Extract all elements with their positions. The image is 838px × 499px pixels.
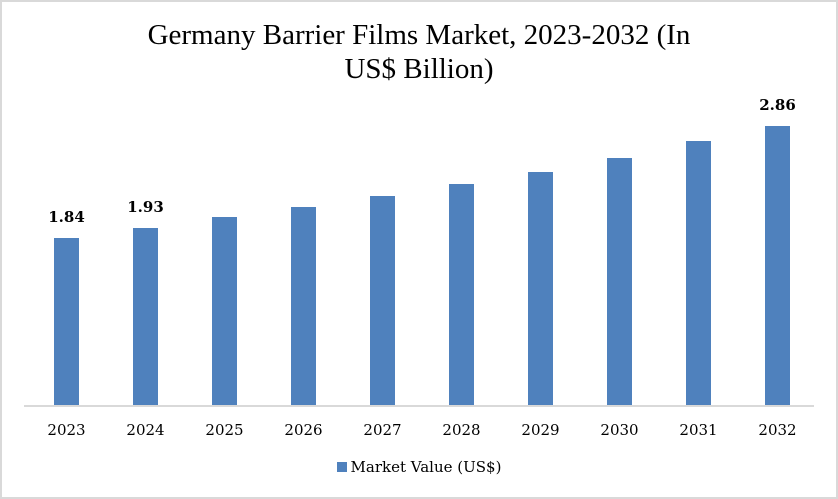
x-tick-2027: 2027 bbox=[363, 421, 402, 439]
x-tick-2028: 2028 bbox=[442, 421, 481, 439]
chart-title-line-2: US$ Billion) bbox=[344, 53, 494, 85]
x-tick-2023: 2023 bbox=[47, 421, 86, 439]
chart-title: Germany Barrier Films Market, 2023-2032 … bbox=[0, 18, 838, 86]
bar-2028 bbox=[449, 184, 474, 405]
legend: Market Value (US$) bbox=[0, 458, 838, 476]
bar-2027 bbox=[370, 196, 395, 405]
bar-2032 bbox=[765, 126, 790, 405]
bar-2023 bbox=[54, 238, 79, 405]
x-tick-2026: 2026 bbox=[284, 421, 323, 439]
legend-swatch bbox=[336, 462, 347, 472]
x-tick-2032: 2032 bbox=[758, 421, 797, 439]
x-tick-2031: 2031 bbox=[679, 421, 718, 439]
bar-2030 bbox=[607, 158, 632, 405]
bar-2031 bbox=[686, 141, 711, 405]
bar-2024 bbox=[133, 228, 158, 405]
x-tick-2025: 2025 bbox=[205, 421, 244, 439]
bar-2026 bbox=[291, 207, 316, 405]
x-tick-2030: 2030 bbox=[600, 421, 639, 439]
data-label-2032: 2.86 bbox=[759, 96, 796, 114]
data-label-2023: 1.84 bbox=[48, 208, 85, 226]
bar-2025 bbox=[212, 217, 237, 405]
plot-area: 1.84 1.93 2.86 bbox=[24, 96, 814, 405]
x-tick-2029: 2029 bbox=[521, 421, 560, 439]
x-tick-2024: 2024 bbox=[126, 421, 165, 439]
legend-label: Market Value (US$) bbox=[350, 458, 502, 476]
chart-title-line-1: Germany Barrier Films Market, 2023-2032 … bbox=[147, 19, 691, 51]
data-label-2024: 1.93 bbox=[127, 198, 164, 216]
bar-2029 bbox=[528, 172, 553, 405]
x-axis-line bbox=[24, 405, 814, 407]
